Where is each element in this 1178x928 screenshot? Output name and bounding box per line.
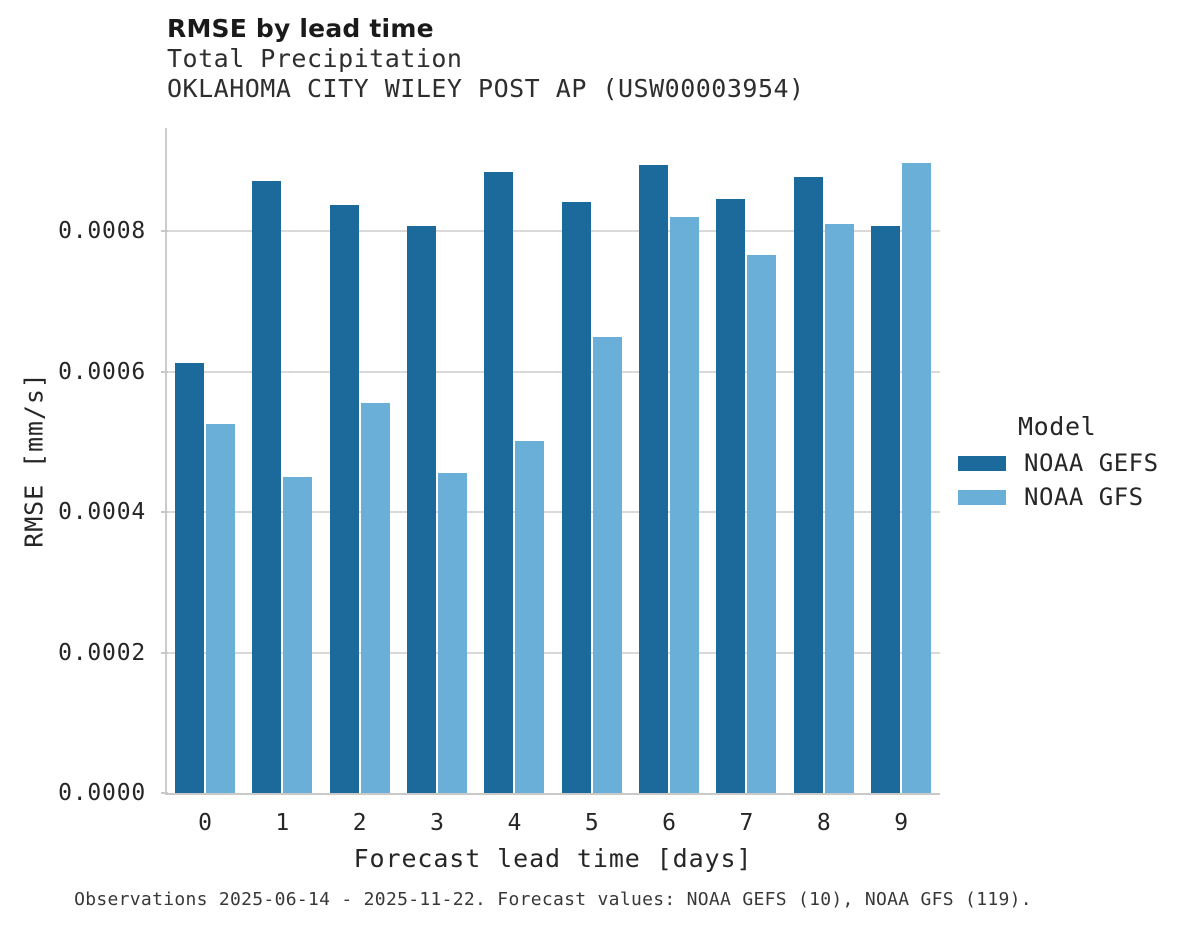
y-tick-label-0.0000: 0.0000 — [58, 780, 146, 806]
bar-noaa-gefs-lead7 — [716, 198, 746, 793]
gridline-y-0.0002 — [167, 651, 940, 654]
chart-subtitle: Total Precipitation — [167, 44, 463, 73]
y-tick-label-0.0008: 0.0008 — [58, 218, 146, 245]
chart-title: RMSE by lead time — [167, 14, 434, 43]
x-tick-label-0: 0 — [198, 810, 212, 836]
bar-noaa-gfs-lead8 — [824, 223, 854, 793]
gridline-y-0.0008 — [167, 230, 940, 233]
chart-station-line: OKLAHOMA CITY WILEY POST AP (USW00003954… — [167, 74, 805, 103]
x-axis-label: Forecast lead time [days] — [353, 844, 753, 873]
x-tick-label-1: 1 — [275, 810, 290, 836]
bar-noaa-gefs-lead5 — [561, 202, 591, 793]
bar-noaa-gefs-lead1 — [252, 181, 282, 793]
y-tick-mark — [161, 230, 168, 233]
x-tick-label-6: 6 — [662, 810, 677, 836]
title-block: RMSE by lead time Total Precipitation OK… — [167, 14, 805, 104]
x-tick-label-2: 2 — [352, 810, 367, 836]
bar-noaa-gefs-lead9 — [871, 226, 901, 793]
gridline-y-0.0004 — [167, 511, 940, 514]
bar-noaa-gefs-lead2 — [329, 205, 359, 793]
x-tick-label-4: 4 — [507, 810, 522, 836]
bar-noaa-gefs-lead0 — [175, 362, 204, 793]
y-tick-label-0.0006: 0.0006 — [58, 358, 146, 385]
x-tick-label-7: 7 — [739, 810, 754, 836]
y-tick-mark — [161, 792, 168, 794]
bar-noaa-gfs-lead0 — [206, 424, 235, 793]
gfs-swatch-icon — [958, 489, 1006, 505]
bar-noaa-gefs-lead6 — [639, 164, 669, 793]
bar-noaa-gfs-lead5 — [592, 336, 622, 793]
bar-noaa-gfs-lead7 — [747, 255, 777, 793]
bar-noaa-gfs-lead3 — [438, 472, 468, 793]
y-tick-mark — [161, 651, 168, 654]
bar-noaa-gefs-lead8 — [793, 177, 823, 793]
legend-item-noaa-gefs: NOAA GEFS — [958, 449, 1178, 477]
gefs-swatch-icon — [958, 455, 1006, 471]
legend-item-noaa-gfs: NOAA GFS — [958, 483, 1178, 511]
gridline-y-0.0006 — [167, 370, 940, 373]
x-tick-label-3: 3 — [430, 810, 444, 836]
bar-noaa-gfs-lead9 — [902, 163, 932, 793]
legend-title: Model — [1018, 412, 1097, 441]
y-tick-mark — [161, 370, 168, 373]
x-tick-label-8: 8 — [816, 810, 831, 836]
bar-noaa-gfs-lead2 — [360, 403, 390, 793]
y-tick-label-0.0004: 0.0004 — [58, 499, 146, 526]
bar-noaa-gfs-lead6 — [670, 216, 700, 793]
bar-noaa-gefs-lead3 — [407, 226, 437, 793]
bar-noaa-gefs-lead4 — [484, 172, 514, 793]
footer-caption: Observations 2025-06-14 - 2025-11-22. Fo… — [74, 889, 1032, 910]
bar-noaa-gfs-lead4 — [515, 441, 545, 793]
legend: Model NOAA GEFS NOAA GFS — [958, 412, 1178, 523]
legend-label-gefs: NOAA GEFS — [1024, 449, 1159, 477]
bar-noaa-gfs-lead1 — [283, 477, 313, 793]
legend-label-gfs: NOAA GFS — [1024, 483, 1144, 511]
x-tick-label-9: 9 — [894, 810, 909, 836]
plot-area — [165, 128, 940, 795]
y-tick-mark — [161, 511, 168, 514]
x-tick-label-5: 5 — [584, 810, 599, 836]
y-tick-label-0.0002: 0.0002 — [58, 639, 146, 666]
